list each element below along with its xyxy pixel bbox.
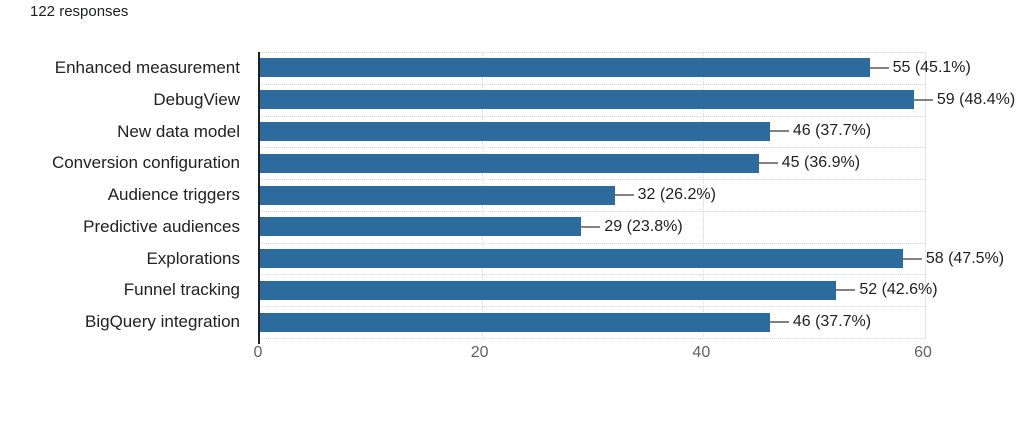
vertical-gridline	[703, 52, 705, 338]
bar-value-annotation: 46 (37.7%)	[769, 306, 872, 338]
horizontal-gridline	[260, 210, 925, 212]
bar-value-annotation: 46 (37.7%)	[769, 116, 872, 148]
annotation-connector-line	[581, 225, 601, 228]
plot-area: 55 (45.1%) 59 (48.4%) 46 (37.7%) 45 (36.9%)…	[258, 52, 1015, 339]
horizontal-gridline	[260, 242, 925, 244]
bar-value-label: 58 (47.5%)	[925, 249, 1005, 267]
responses-count-label: 122 responses	[30, 3, 129, 20]
horizontal-gridline	[260, 306, 925, 308]
horizontal-gridline	[260, 52, 925, 53]
bar-value-annotation: 32 (26.2%)	[614, 179, 716, 211]
bar	[260, 58, 870, 78]
horizontal-gridline	[260, 274, 925, 276]
category-label: Predictive audiences	[83, 216, 240, 236]
x-axis-tick-labels: 0 20 40 60	[0, 344, 1024, 364]
x-axis-tick-label: 40	[692, 344, 711, 361]
category-label: DebugView	[153, 89, 240, 109]
bar	[260, 312, 770, 332]
category-axis-labels: Enhanced measurement DebugView New data mo…	[0, 52, 240, 338]
bar-value-label: 55 (45.1%)	[892, 58, 971, 76]
annotation-connector-line	[769, 321, 789, 324]
category-label: Audience triggers	[107, 185, 240, 205]
bar-value-label: 52 (42.6%)	[859, 281, 938, 299]
x-axis-tick-label: 20	[470, 344, 489, 361]
bar	[260, 249, 903, 269]
annotation-connector-line	[913, 98, 933, 101]
x-axis-zero-tick	[258, 338, 260, 344]
bar-value-annotation: 55 (45.1%)	[869, 52, 971, 84]
category-label: Enhanced measurement	[54, 58, 240, 77]
bar	[260, 90, 914, 110]
horizontal-gridline	[260, 83, 925, 85]
annotation-connector-line	[758, 162, 778, 165]
bar-value-annotation: 45 (36.9%)	[758, 147, 861, 179]
x-axis-tick-label: 60	[914, 344, 932, 361]
category-label: BigQuery integration	[85, 312, 240, 332]
category-label: New data model	[117, 121, 240, 141]
bar	[260, 153, 759, 173]
annotation-connector-line	[769, 130, 789, 133]
bar-value-label: 29 (23.8%)	[604, 217, 683, 235]
annotation-connector-line	[836, 289, 856, 292]
bar-value-annotation: 58 (47.5%)	[902, 243, 1005, 275]
bar-value-annotation: 29 (23.8%)	[581, 211, 683, 243]
bar	[260, 185, 615, 205]
vertical-gridline	[925, 52, 926, 338]
bar-value-label: 46 (37.7%)	[792, 122, 872, 140]
x-axis-tick-label: 0	[253, 344, 263, 361]
bar-value-annotation: 59 (48.4%)	[913, 84, 1016, 116]
category-label: Explorations	[146, 248, 240, 268]
horizontal-gridline	[260, 115, 925, 117]
category-label: Funnel tracking	[123, 280, 240, 300]
bar-value-label: 32 (26.2%)	[637, 185, 716, 203]
horizontal-gridline	[260, 147, 925, 149]
bar-value-label: 45 (36.9%)	[781, 154, 861, 172]
category-label: Conversion configuration	[51, 153, 240, 173]
annotation-connector-line	[614, 193, 634, 196]
horizontal-gridline	[260, 179, 925, 181]
bar	[260, 217, 582, 237]
bar	[260, 280, 837, 300]
bar	[260, 121, 770, 141]
annotation-connector-line	[902, 257, 922, 260]
bar-value-label: 46 (37.7%)	[792, 313, 872, 331]
annotation-connector-line	[869, 66, 889, 69]
bar-value-label: 59 (48.4%)	[936, 90, 1016, 108]
horizontal-gridline	[260, 338, 925, 339]
bar-value-annotation: 52 (42.6%)	[836, 274, 938, 306]
